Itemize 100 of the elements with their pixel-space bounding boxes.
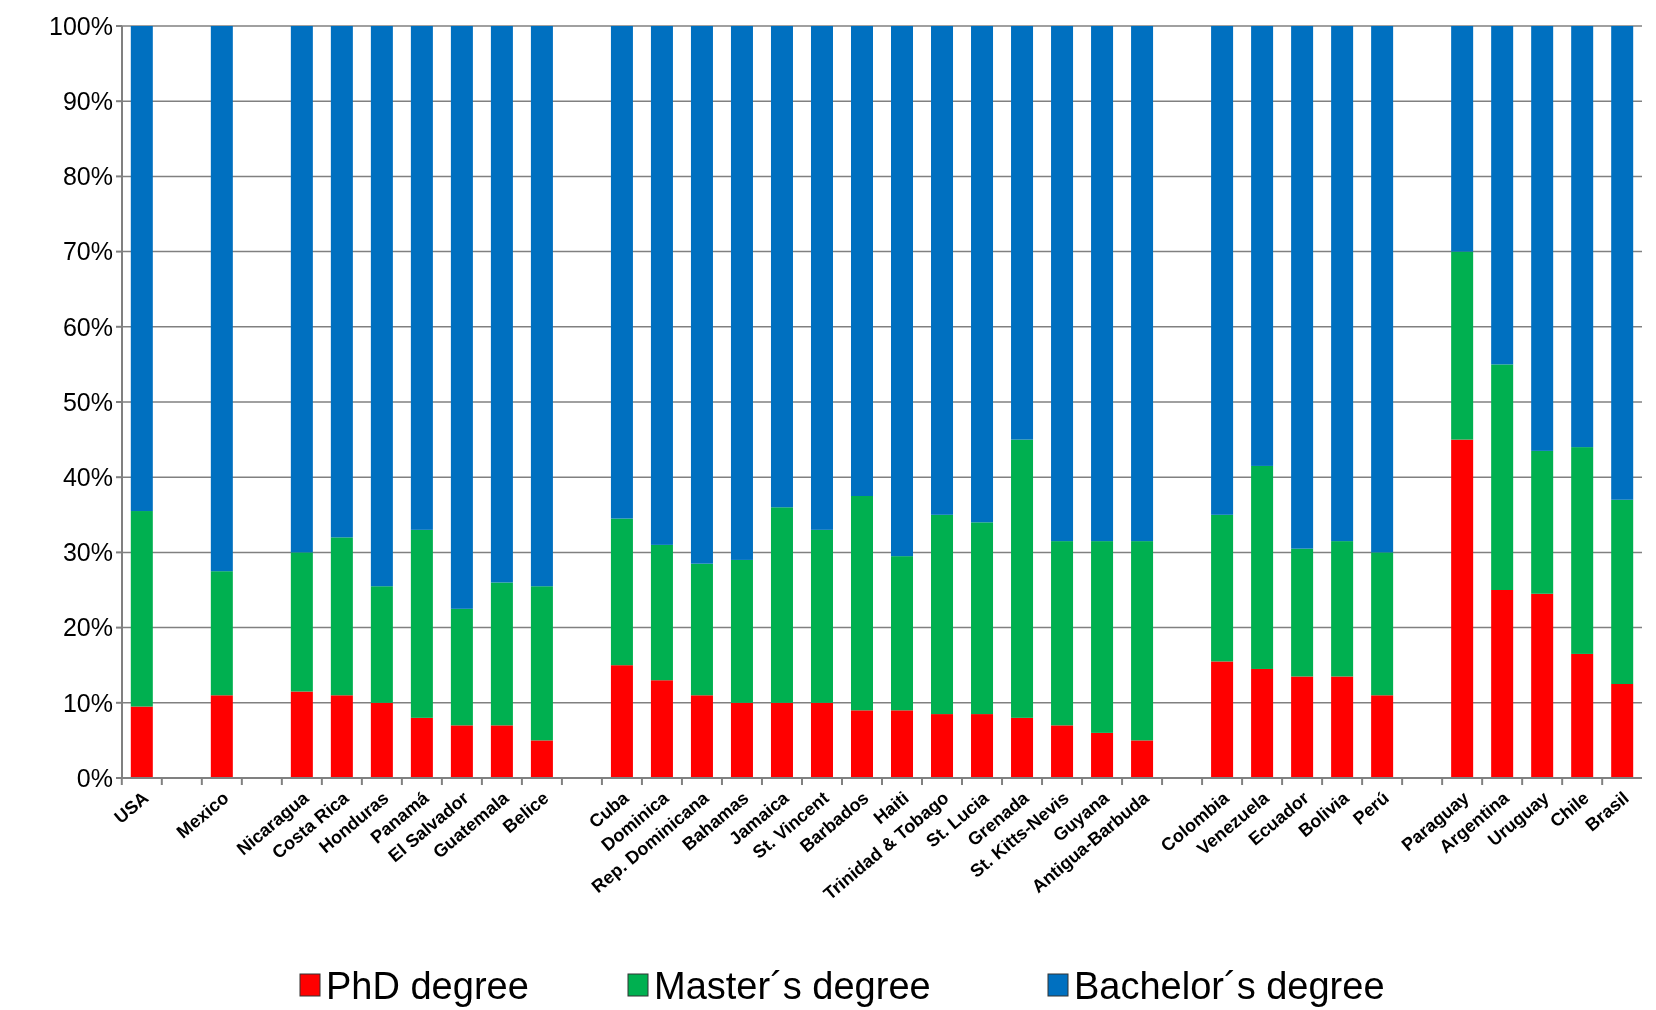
bar	[931, 714, 954, 778]
bar	[450, 725, 473, 778]
y-tick-label: 50%	[62, 387, 113, 416]
bar	[490, 582, 513, 726]
y-tick-label: 80%	[62, 162, 113, 191]
bar	[850, 26, 873, 496]
bar	[210, 695, 233, 778]
bar	[1491, 364, 1514, 590]
bar	[1531, 450, 1554, 594]
bar	[850, 710, 873, 778]
bar	[1531, 26, 1554, 451]
bar	[810, 529, 833, 703]
bar	[410, 529, 433, 718]
bar	[1011, 439, 1034, 718]
bar	[690, 695, 713, 778]
bar	[1331, 26, 1354, 542]
bar	[1451, 251, 1474, 440]
bar	[530, 740, 553, 778]
y-tick-label: 70%	[62, 237, 113, 266]
bar	[1251, 465, 1274, 669]
bar	[971, 522, 994, 715]
bar	[1331, 541, 1354, 677]
bar	[1051, 725, 1074, 778]
bar	[490, 26, 513, 583]
bar	[1491, 590, 1514, 778]
y-tick-label: 20%	[62, 613, 113, 642]
bar	[290, 691, 313, 778]
bar	[450, 26, 473, 609]
bar	[1051, 26, 1074, 542]
bar	[1491, 26, 1514, 365]
bar	[1051, 541, 1074, 726]
legend-label: Bachelor´s degree	[1074, 965, 1385, 1008]
bar	[370, 702, 393, 778]
bar	[891, 556, 914, 711]
bar	[130, 706, 153, 778]
y-tick-label: 90%	[62, 86, 113, 115]
bar	[330, 26, 353, 538]
bar	[1571, 26, 1594, 448]
legend-label: Master´s degree	[654, 965, 931, 1008]
bar	[1451, 439, 1474, 778]
bar	[130, 26, 153, 512]
bar	[1131, 26, 1154, 542]
bar	[1371, 695, 1394, 778]
bar	[1571, 653, 1594, 778]
bar	[1251, 668, 1274, 778]
bar	[530, 26, 553, 587]
bar	[1131, 740, 1154, 778]
bar	[810, 702, 833, 778]
bar	[610, 26, 633, 519]
bar	[1251, 26, 1274, 466]
bar	[1531, 593, 1554, 778]
bar	[730, 26, 753, 560]
y-tick-label: 100%	[49, 11, 113, 40]
bar	[330, 695, 353, 778]
bar	[971, 714, 994, 778]
bar	[1011, 26, 1034, 440]
bar	[891, 710, 914, 778]
bar	[650, 680, 673, 778]
bar	[690, 26, 713, 564]
bar	[610, 665, 633, 778]
bar	[770, 507, 793, 703]
bar	[210, 571, 233, 696]
bar	[1211, 26, 1234, 515]
bar	[650, 26, 673, 545]
y-tick-label: 40%	[62, 462, 113, 491]
bar	[770, 26, 793, 508]
bar	[410, 717, 433, 778]
bar	[850, 496, 873, 711]
bar	[1571, 447, 1594, 654]
bar	[450, 608, 473, 726]
bar	[330, 537, 353, 696]
bar	[1291, 26, 1314, 549]
legend-label: PhD degree	[326, 965, 529, 1008]
bar	[290, 26, 313, 553]
y-tick-label: 60%	[62, 312, 113, 341]
bar	[130, 511, 153, 707]
bar	[1371, 552, 1394, 696]
bar	[1451, 26, 1474, 252]
bar	[971, 26, 994, 523]
bar	[1011, 717, 1034, 778]
bar	[1611, 684, 1634, 778]
bar	[1611, 499, 1634, 684]
bar	[1371, 26, 1394, 553]
bar	[1211, 514, 1234, 662]
bar	[730, 559, 753, 703]
bar	[931, 26, 954, 515]
bar	[891, 26, 914, 557]
bar	[210, 26, 233, 572]
bar	[1611, 26, 1634, 500]
bar	[1291, 548, 1314, 677]
bar	[690, 563, 713, 696]
bar	[290, 552, 313, 692]
bar	[1091, 541, 1114, 733]
bar	[650, 544, 673, 681]
bar	[1291, 676, 1314, 778]
bar	[490, 725, 513, 778]
x-tick-label: USA	[110, 787, 153, 828]
bar	[730, 702, 753, 778]
bar	[931, 514, 954, 715]
bar	[810, 26, 833, 530]
